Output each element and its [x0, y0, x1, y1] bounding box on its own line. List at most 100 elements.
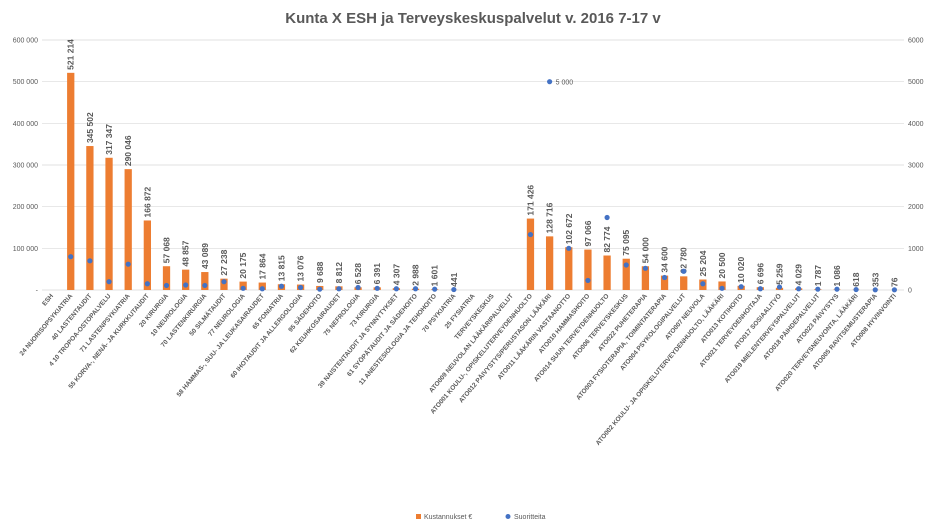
y-right-tick-label: 3000	[908, 163, 924, 170]
point	[298, 284, 304, 291]
bar-data-label: 48 857	[181, 240, 191, 266]
point	[412, 286, 419, 292]
legend-swatch-visits	[505, 514, 511, 519]
point	[240, 285, 246, 291]
bar-data-label: 6 528	[353, 263, 363, 285]
bar-data-label: 521 214	[66, 39, 76, 70]
bar-data-label: 25 204	[698, 250, 708, 276]
point	[278, 283, 285, 289]
point	[719, 285, 725, 291]
bar	[220, 278, 228, 290]
bar-data-label: 441	[449, 272, 459, 286]
bar	[162, 266, 171, 290]
point	[527, 231, 534, 238]
bar-data-label: 34 600	[660, 246, 670, 272]
point	[259, 286, 265, 292]
bar-data-label: 32 780	[679, 247, 689, 273]
bar-data-label: 1 787	[813, 265, 823, 287]
legend-swatch-costs	[416, 514, 421, 519]
bar-data-label: 6 696	[755, 263, 765, 285]
y-right-tick-label: 4000	[908, 121, 924, 128]
point	[853, 286, 859, 293]
bar	[584, 249, 592, 290]
point	[891, 287, 898, 293]
y-axis-right: 6000 5000 4000 3000 2000 1000 0	[908, 38, 924, 295]
point	[623, 262, 629, 268]
bar-data-label: 17 864	[257, 253, 267, 279]
bar-data-label: 20 175	[238, 252, 248, 278]
point	[202, 282, 208, 289]
bar	[124, 169, 132, 290]
point	[661, 274, 668, 281]
bar-data-label: 82 774	[602, 226, 612, 252]
bar-data-label: 2 988	[411, 264, 421, 286]
point	[163, 282, 170, 289]
legend: Kustannukset € Suoritteita	[416, 514, 546, 521]
bar-data-label: 76	[889, 277, 899, 287]
point	[374, 285, 380, 291]
legend-label-costs: Kustannukset €	[424, 514, 472, 521]
bar-data-label: 345 502	[85, 112, 95, 143]
bar-data-label: 1 086	[832, 265, 842, 287]
point	[451, 286, 457, 293]
bar-data-label: 9 688	[315, 261, 325, 283]
legend-label-visits: Suoritteita	[514, 514, 546, 521]
bar-data-label: 128 716	[545, 202, 555, 233]
bar-data-label: 618	[851, 272, 861, 286]
bar	[143, 220, 151, 290]
point	[68, 254, 74, 260]
bar-data-label: 290 046	[123, 135, 133, 166]
bar-data-label: 13 076	[296, 255, 306, 281]
point-series	[68, 79, 898, 293]
point	[547, 79, 553, 85]
bar	[660, 275, 669, 290]
bar	[67, 72, 75, 290]
bar-data-label: 20 500	[717, 252, 727, 278]
bar-data-label: 5 259	[774, 263, 784, 285]
bar-data-label: 57 068	[162, 237, 172, 263]
point	[336, 286, 342, 292]
point	[815, 286, 821, 292]
point	[317, 286, 323, 292]
bar	[545, 236, 554, 290]
bar-data-label: 4 029	[794, 264, 804, 286]
point	[642, 265, 649, 271]
point	[183, 282, 189, 288]
point	[355, 284, 361, 291]
bar	[680, 276, 688, 290]
point	[604, 214, 610, 221]
point	[221, 279, 227, 285]
bar	[603, 255, 611, 290]
y-right-tick-label: 2000	[908, 204, 924, 211]
bar-data-label: 6 391	[372, 263, 382, 285]
y-right-tick-label: 0	[908, 288, 912, 295]
bar-data-label: 8 812	[334, 262, 344, 284]
point	[834, 286, 840, 292]
bar-data-label: 166 872	[142, 186, 152, 217]
bar	[641, 266, 650, 290]
point	[681, 268, 687, 274]
bar-data-label: 171 426	[525, 185, 535, 216]
bar	[86, 146, 94, 290]
bar-data-label: 54 000	[640, 237, 650, 263]
annotations: 5 000	[556, 80, 574, 87]
chart-title: Kunta X ESH ja Terveyskeskuspalvelut v. …	[285, 10, 661, 27]
bar	[201, 272, 209, 290]
bar-data-label: 317 347	[104, 124, 114, 155]
point	[585, 277, 591, 284]
y-left-tick-label: 600 000	[13, 38, 38, 45]
point	[125, 261, 131, 267]
y-left-tick-label: -	[36, 288, 39, 295]
y-left-tick-label: 400 000	[13, 121, 38, 128]
y-right-tick-label: 5000	[908, 79, 924, 86]
bar	[105, 157, 113, 290]
bar-data-label: 1 601	[430, 265, 440, 287]
point-annotation: 5 000	[556, 80, 574, 87]
bar-data-labels: 521 214 345 502 317 347 290 046 166 872 57 06…	[66, 39, 900, 287]
y-right-tick-label: 6000	[908, 38, 924, 45]
point	[106, 279, 112, 285]
y-left-tick-label: 500 000	[13, 79, 38, 86]
